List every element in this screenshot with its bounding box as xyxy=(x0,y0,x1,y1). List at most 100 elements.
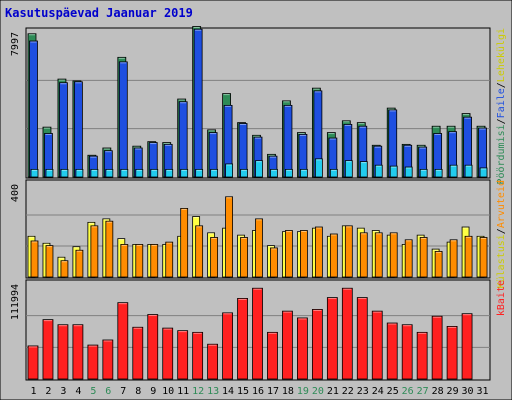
x-label-day-6: 6 xyxy=(105,386,111,397)
y-max-label-hits: 7997 xyxy=(10,32,21,56)
bar-visits-arvuteid-3 xyxy=(60,260,69,278)
x-label-day-22: 22 xyxy=(342,386,354,397)
bar-kbytes-kbaite-10 xyxy=(162,327,174,380)
bar-visits-arvuteid-31 xyxy=(479,237,488,278)
bar-hits-lehekülgi-9 xyxy=(150,168,159,178)
series-arvuteid xyxy=(30,196,488,278)
bar-kbytes-kbaite-26 xyxy=(401,324,413,380)
bar-visits-arvuteid-7 xyxy=(120,244,129,278)
chart-legend: Pöördumisi/Faile/LehekülgiKülastusi/Arvu… xyxy=(496,28,507,316)
x-label-day-20: 20 xyxy=(312,386,324,397)
bar-hits-lehekülgi-26 xyxy=(404,166,413,178)
bar-kbytes-kbaite-4 xyxy=(72,324,84,380)
bar-visits-arvuteid-24 xyxy=(374,232,383,278)
bar-kbytes-kbaite-9 xyxy=(147,314,159,380)
x-label-day-9: 9 xyxy=(150,386,156,397)
bar-visits-arvuteid-30 xyxy=(464,235,473,278)
bar-hits-faile-7 xyxy=(118,61,128,178)
bar-visits-arvuteid-2 xyxy=(45,245,54,278)
bar-visits-arvuteid-14 xyxy=(225,196,233,278)
bar-visits-arvuteid-26 xyxy=(404,239,413,278)
legend-separator: / xyxy=(496,228,507,234)
x-label-day-31: 31 xyxy=(476,386,488,397)
bar-kbytes-kbaite-23 xyxy=(356,297,368,380)
panel-hits xyxy=(25,26,491,179)
bar-hits-lehekülgi-3 xyxy=(60,168,69,178)
bar-hits-lehekülgi-7 xyxy=(120,168,129,178)
bar-visits-arvuteid-5 xyxy=(90,225,99,278)
bar-hits-lehekülgi-31 xyxy=(479,167,488,178)
bar-kbytes-kbaite-22 xyxy=(341,287,353,380)
bar-kbytes-kbaite-14 xyxy=(222,312,233,380)
bar-hits-lehekülgi-12 xyxy=(195,168,204,178)
bar-hits-lehekülgi-10 xyxy=(165,168,174,178)
bar-visits-arvuteid-18 xyxy=(285,230,293,278)
bar-hits-faile-15 xyxy=(238,123,248,178)
y-max-label-kbytes: 111994 xyxy=(10,284,21,320)
x-label-day-27: 27 xyxy=(417,386,429,397)
x-label-day-8: 8 xyxy=(135,386,141,397)
bar-hits-lehekülgi-29 xyxy=(449,164,458,178)
bar-kbytes-kbaite-29 xyxy=(446,326,458,380)
x-label-day-10: 10 xyxy=(162,386,174,397)
bar-kbytes-kbaite-21 xyxy=(326,297,338,380)
bar-visits-arvuteid-19 xyxy=(300,230,308,278)
bar-visits-arvuteid-16 xyxy=(255,218,263,278)
bar-hits-faile-1 xyxy=(29,40,38,178)
x-label-day-14: 14 xyxy=(222,386,234,397)
bar-kbytes-kbaite-19 xyxy=(297,317,308,380)
bar-hits-lehekülgi-16 xyxy=(255,160,263,178)
legend-group-3: kBaite xyxy=(496,280,507,316)
bar-visits-arvuteid-27 xyxy=(419,237,428,278)
bar-visits-arvuteid-10 xyxy=(165,241,174,278)
bar-hits-lehekülgi-8 xyxy=(135,168,144,178)
bar-kbytes-kbaite-15 xyxy=(237,298,248,380)
y-max-label-visits: 400 xyxy=(10,184,21,202)
legend-item-faile: Faile xyxy=(496,88,507,118)
x-label-day-4: 4 xyxy=(75,386,81,397)
x-label-day-24: 24 xyxy=(372,386,384,397)
bar-hits-lehekülgi-22 xyxy=(344,160,353,178)
legend-item-pöördumisi: Pöördumisi xyxy=(496,124,507,184)
bar-hits-lehekülgi-14 xyxy=(225,163,233,178)
legend-item-arvuteid: Arvuteid xyxy=(496,180,507,228)
bar-hits-faile-11 xyxy=(178,101,188,178)
bar-kbytes-kbaite-11 xyxy=(177,330,189,380)
bar-visits-arvuteid-23 xyxy=(359,232,368,278)
bar-hits-lehekülgi-27 xyxy=(419,168,428,178)
bar-visits-arvuteid-28 xyxy=(434,251,443,278)
x-label-day-30: 30 xyxy=(462,386,474,397)
chart-panels xyxy=(25,26,491,381)
x-label-day-21: 21 xyxy=(327,386,339,397)
bar-hits-faile-18 xyxy=(283,104,293,178)
bar-hits-faile-3 xyxy=(59,82,68,178)
bar-hits-faile-4 xyxy=(74,81,83,178)
bar-visits-arvuteid-4 xyxy=(75,249,84,278)
legend-separator: / xyxy=(496,82,507,88)
bar-hits-lehekülgi-17 xyxy=(270,168,278,178)
bar-hits-lehekülgi-13 xyxy=(210,168,219,178)
bar-kbytes-kbaite-25 xyxy=(386,322,398,380)
legend-item-kbaite: kBaite xyxy=(496,280,507,316)
panel-visits xyxy=(25,179,491,279)
x-label-day-28: 28 xyxy=(432,386,444,397)
bar-kbytes-kbaite-27 xyxy=(416,331,428,380)
x-label-day-7: 7 xyxy=(120,386,126,397)
bar-hits-lehekülgi-24 xyxy=(374,164,383,178)
bar-kbytes-kbaite-7 xyxy=(117,302,129,380)
bar-kbytes-kbaite-16 xyxy=(252,287,263,380)
chart-title: Kasutuspäevad Jaanuar 2019 xyxy=(5,6,193,20)
bar-hits-lehekülgi-1 xyxy=(30,168,39,178)
bar-hits-lehekülgi-18 xyxy=(285,168,293,178)
bar-hits-lehekülgi-11 xyxy=(180,168,189,178)
bar-kbytes-kbaite-28 xyxy=(431,315,443,380)
x-label-day-29: 29 xyxy=(447,386,459,397)
x-label-day-11: 11 xyxy=(177,386,189,397)
legend-item-lehekülgi: Lehekülgi xyxy=(496,28,507,82)
bar-kbytes-kbaite-18 xyxy=(282,310,293,380)
bar-kbytes-kbaite-17 xyxy=(267,331,278,380)
legend-item-külastusi: Külastusi xyxy=(496,234,507,288)
panel-kbytes xyxy=(25,279,491,381)
bar-hits-lehekülgi-19 xyxy=(300,168,308,178)
